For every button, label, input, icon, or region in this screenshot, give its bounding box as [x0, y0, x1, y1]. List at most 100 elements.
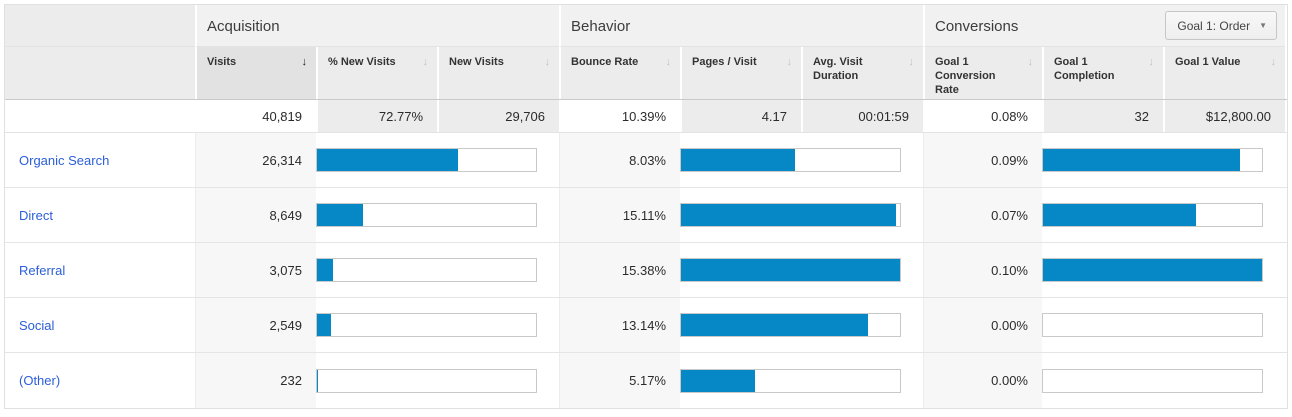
row-label-link[interactable]: Direct — [19, 207, 53, 223]
visits-value: 3,075 — [195, 243, 316, 297]
visits-bar-track — [316, 148, 537, 172]
visits-bar-fill — [317, 314, 331, 336]
column-header-goal1-value[interactable]: Goal 1 Value ↓ — [1163, 47, 1285, 99]
goal-rate-value: 0.10% — [923, 243, 1042, 297]
visits-bar-cell — [316, 298, 559, 352]
table-row: Direct 8,649 15.11% 0.07% — [5, 188, 1287, 243]
row-label-cell: Organic Search — [5, 133, 195, 187]
group-header-row: Acquisition Behavior Conversions Goal 1:… — [5, 5, 1287, 47]
sort-icon: ↓ — [786, 56, 793, 68]
row-label-link[interactable]: (Other) — [19, 373, 61, 388]
visits-bar-track — [316, 203, 537, 227]
sort-icon: ↓ — [422, 56, 429, 68]
goal-bar-track — [1042, 258, 1263, 282]
bounce-bar-fill — [681, 369, 755, 392]
column-header-pct-new-visits[interactable]: % New Visits ↓ — [316, 47, 437, 99]
goal-rate-value: 0.07% — [923, 188, 1042, 242]
visits-value: 2,549 — [195, 298, 316, 352]
goal-bar-cell — [1042, 188, 1285, 242]
bounce-bar-track — [680, 148, 901, 172]
row-label-cell: Referral — [5, 243, 195, 297]
total-pages-visit: 4.17 — [680, 100, 801, 132]
goal-bar-fill — [1043, 259, 1262, 281]
bounce-bar-track — [680, 258, 901, 282]
visits-bar-track — [316, 313, 537, 337]
total-goal1-conversion-rate: 0.08% — [923, 100, 1042, 132]
bounce-rate-value: 8.03% — [559, 133, 680, 187]
goal-bar-cell — [1042, 353, 1285, 408]
bounce-rate-value: 13.14% — [559, 298, 680, 352]
total-avg-visit-duration: 00:01:59 — [801, 100, 923, 132]
row-label-cell: (Other) — [5, 353, 195, 408]
bounce-bar-track — [680, 313, 901, 337]
bounce-rate-value: 15.38% — [559, 243, 680, 297]
bounce-bar-cell — [680, 353, 923, 408]
row-label-link[interactable]: Social — [19, 317, 55, 333]
table-row: (Other) 232 5.17% 0.00% — [5, 353, 1287, 408]
table-row: Referral 3,075 15.38% 0.10% — [5, 243, 1287, 298]
visits-bar-fill — [317, 149, 459, 171]
visits-bar-cell — [316, 243, 559, 297]
group-acquisition: Acquisition — [195, 5, 559, 47]
row-label-cell: Social — [5, 298, 195, 352]
sort-icon: ↓ — [908, 56, 915, 68]
column-header-goal1-conversion-rate[interactable]: Goal 1 Conversion Rate ↓ — [923, 47, 1042, 99]
label-column-header — [5, 47, 195, 99]
visits-value: 232 — [195, 353, 316, 408]
sort-icon: ↓ — [1270, 56, 1277, 68]
visits-value: 26,314 — [195, 133, 316, 187]
bounce-rate-value: 15.11% — [559, 188, 680, 242]
goal-bar-track — [1042, 368, 1263, 393]
column-header-row: Visits ↓ % New Visits ↓ New Visits ↓ Bou… — [5, 47, 1287, 100]
row-label-link[interactable]: Organic Search — [19, 152, 110, 168]
column-header-pages-visit[interactable]: Pages / Visit ↓ — [680, 47, 801, 99]
row-label-cell: Direct — [5, 188, 195, 242]
column-header-visits[interactable]: Visits ↓ — [195, 47, 316, 99]
row-label-link[interactable]: Referral — [19, 262, 66, 278]
group-conversions-label: Conversions — [935, 18, 1019, 35]
visits-bar-cell — [316, 188, 559, 242]
bounce-bar-track — [680, 203, 901, 227]
visits-bar-track — [316, 258, 537, 282]
column-header-goal1-completion[interactable]: Goal 1 Completion ↓ — [1042, 47, 1163, 99]
bounce-bar-fill — [681, 259, 900, 281]
visits-bar-fill — [317, 259, 334, 281]
dropdown-arrow-icon: ▼ — [1259, 20, 1267, 30]
goal-selector-dropdown[interactable]: Goal 1: Order ▼ — [1165, 11, 1277, 40]
total-bounce-rate: 10.39% — [559, 100, 680, 132]
sort-icon: ↓ — [1027, 56, 1034, 68]
visits-bar-fill — [317, 369, 319, 392]
goal-rate-value: 0.00% — [923, 353, 1042, 408]
table-row: Organic Search 26,314 8.03% 0.09% — [5, 133, 1287, 188]
goal-bar-fill — [1043, 204, 1197, 226]
total-visits: 40,819 — [195, 100, 316, 132]
group-behavior: Behavior — [559, 5, 923, 47]
column-header-bounce-rate[interactable]: Bounce Rate ↓ — [559, 47, 680, 99]
totals-row: 40,819 72.77% 29,706 10.39% 4.17 00:01:5… — [5, 100, 1287, 133]
total-goal1-value: $12,800.00 — [1163, 100, 1285, 132]
goal-bar-fill — [1043, 149, 1241, 171]
bounce-bar-cell — [680, 133, 923, 187]
goal-selector-label: Goal 1: Order — [1177, 18, 1251, 33]
goal-bar-cell — [1042, 298, 1285, 352]
visits-bar-cell — [316, 353, 559, 408]
table-body: Organic Search 26,314 8.03% 0.09% Direct… — [5, 133, 1287, 408]
bounce-bar-cell — [680, 243, 923, 297]
goal-bar-track — [1042, 203, 1263, 227]
visits-bar-track — [316, 368, 537, 393]
goal-bar-cell — [1042, 243, 1285, 297]
bounce-bar-track — [680, 368, 901, 393]
sort-icon: ↓ — [665, 56, 672, 68]
total-new-visits: 29,706 — [437, 100, 559, 132]
group-acquisition-label: Acquisition — [207, 18, 280, 35]
goal-rate-value: 0.09% — [923, 133, 1042, 187]
goal-bar-cell — [1042, 133, 1285, 187]
visits-value: 8,649 — [195, 188, 316, 242]
total-pct-new-visits: 72.77% — [316, 100, 437, 132]
bounce-bar-fill — [681, 149, 796, 171]
column-header-new-visits[interactable]: New Visits ↓ — [437, 47, 559, 99]
sort-icon: ↓ — [544, 56, 551, 68]
goal-bar-track — [1042, 313, 1263, 337]
column-header-avg-visit-duration[interactable]: Avg. Visit Duration ↓ — [801, 47, 923, 99]
